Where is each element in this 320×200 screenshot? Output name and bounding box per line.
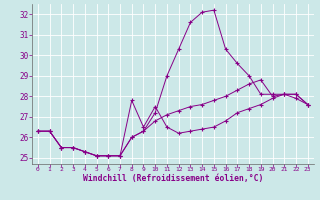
- X-axis label: Windchill (Refroidissement éolien,°C): Windchill (Refroidissement éolien,°C): [83, 174, 263, 183]
